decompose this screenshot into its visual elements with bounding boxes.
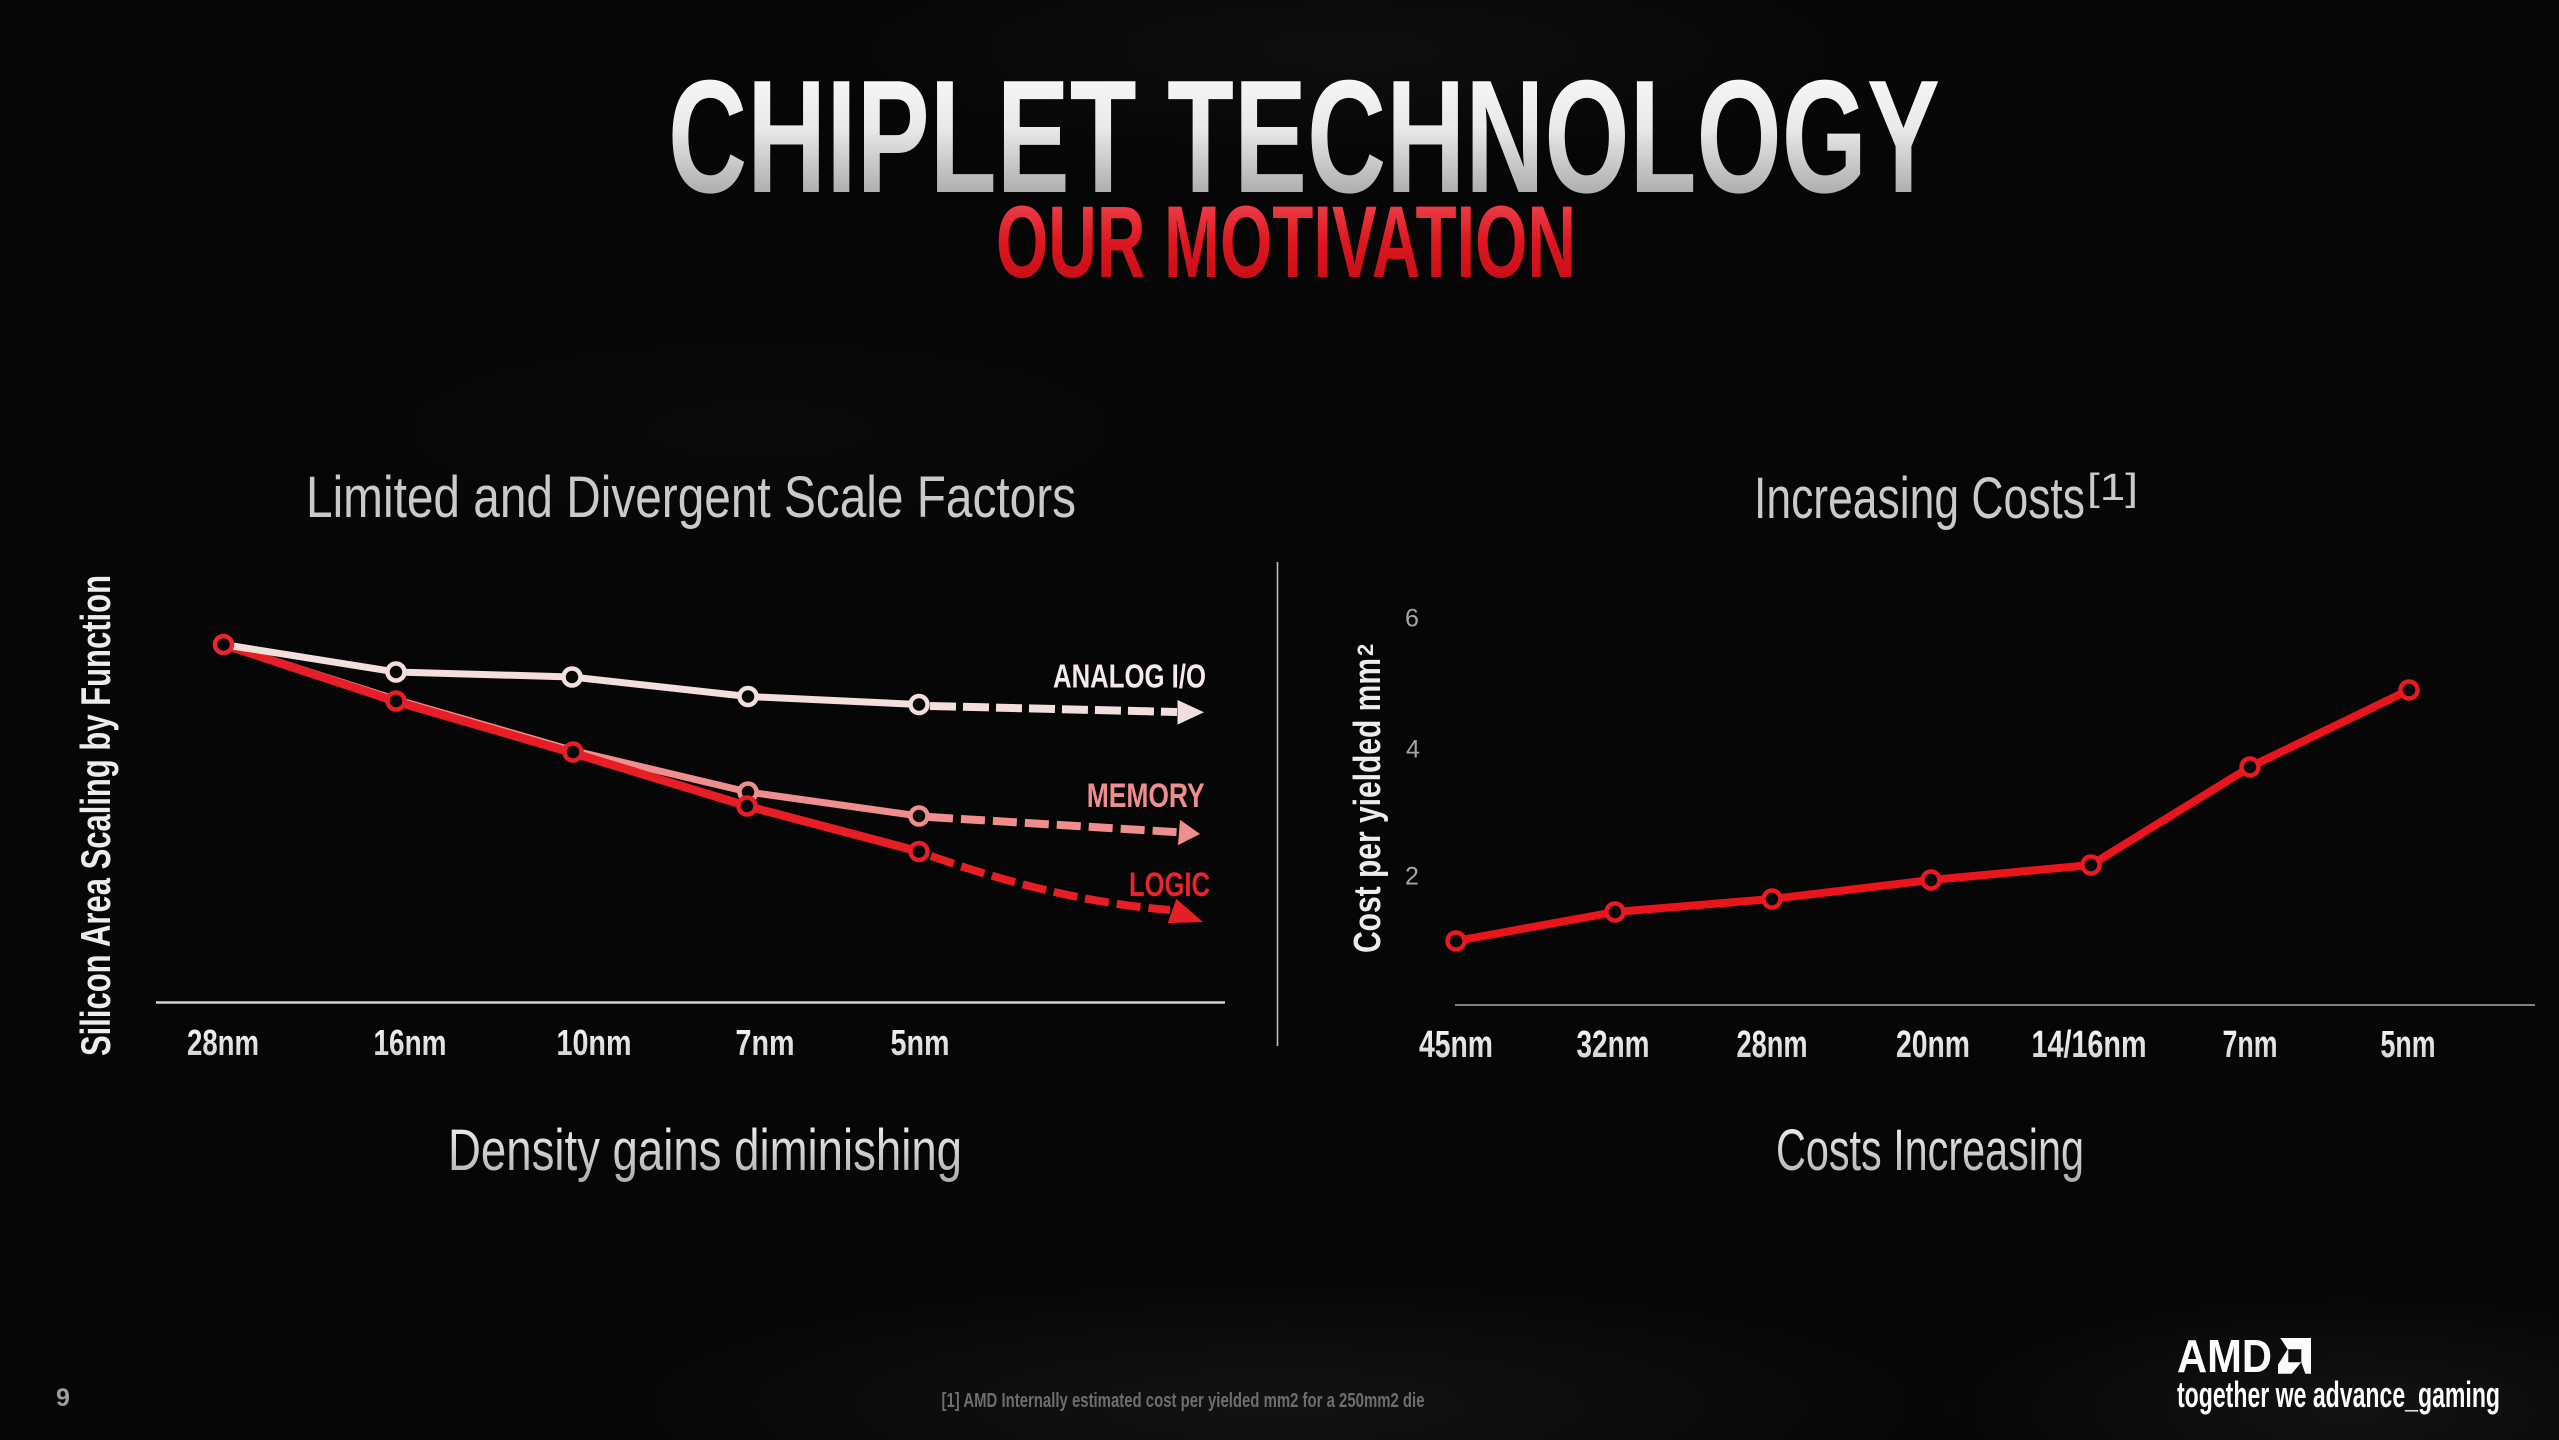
svg-text:MEMORY: MEMORY <box>1087 777 1205 815</box>
svg-text:20nm: 20nm <box>1896 1024 1970 1066</box>
svg-text:6: 6 <box>1405 605 1419 633</box>
svg-text:14/16nm: 14/16nm <box>2032 1024 2147 1066</box>
svg-text:9: 9 <box>56 1384 70 1412</box>
svg-text:16nm: 16nm <box>374 1022 447 1063</box>
svg-text:Costs Increasing: Costs Increasing <box>1776 1118 2084 1183</box>
svg-text:28nm: 28nm <box>1737 1024 1808 1066</box>
svg-text:5nm: 5nm <box>2381 1024 2436 1066</box>
svg-text:Increasing Costs: Increasing Costs <box>1754 466 2085 531</box>
svg-text:7nm: 7nm <box>736 1022 795 1063</box>
svg-text:ANALOG I/O: ANALOG I/O <box>1053 658 1206 695</box>
svg-text:2: 2 <box>1405 863 1419 891</box>
svg-text:CHIPLET TECHNOLOGY: CHIPLET TECHNOLOGY <box>668 47 1940 227</box>
svg-text:10nm: 10nm <box>557 1022 632 1063</box>
svg-text:LOGIC: LOGIC <box>1129 866 1210 904</box>
svg-text:together we advance_gaming: together we advance_gaming <box>2177 1374 2500 1415</box>
svg-text:[1] AMD Internally estimated c: [1] AMD Internally estimated cost per yi… <box>942 1389 1425 1412</box>
svg-text:32nm: 32nm <box>1577 1024 1650 1066</box>
svg-text:OUR MOTIVATION: OUR MOTIVATION <box>996 185 1576 299</box>
svg-text:28nm: 28nm <box>187 1022 259 1063</box>
svg-text:Limited and Divergent Scale Fa: Limited and Divergent Scale Factors <box>306 465 1076 530</box>
svg-text:Silicon Area Scaling by Functi: Silicon Area Scaling by Function <box>72 575 119 1056</box>
svg-text:AMD: AMD <box>2177 1330 2272 1382</box>
svg-text:Cost per yielded mm: Cost per yielded mm <box>1347 658 1389 953</box>
svg-text:5nm: 5nm <box>891 1022 950 1063</box>
svg-text:2: 2 <box>1353 644 1378 656</box>
svg-text:7nm: 7nm <box>2223 1024 2278 1066</box>
svg-text:45nm: 45nm <box>1419 1024 1493 1066</box>
svg-text:Density gains diminishing: Density gains diminishing <box>448 1118 962 1183</box>
svg-text:4: 4 <box>1406 736 1420 764</box>
svg-text:[1]: [1] <box>2087 467 2138 509</box>
